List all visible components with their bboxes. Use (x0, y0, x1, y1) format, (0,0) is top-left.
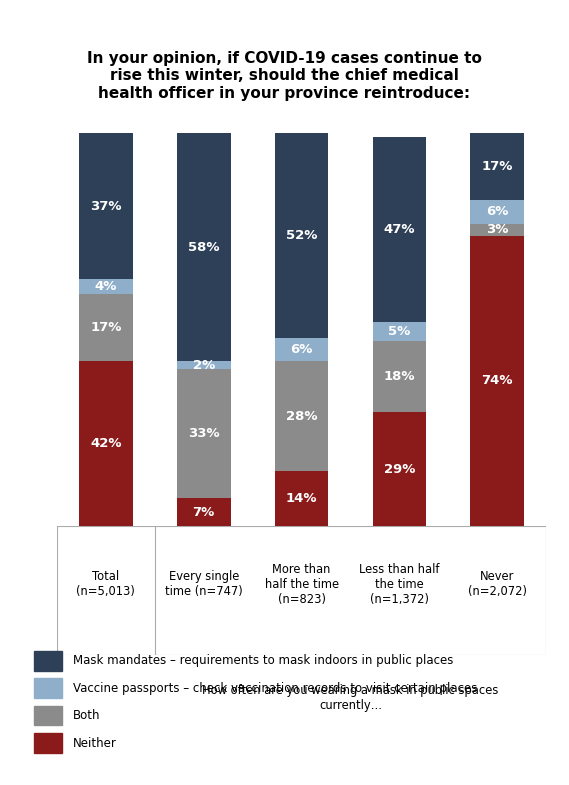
Bar (275, 338, 328, 361)
Bar (177, 498, 230, 526)
Text: 28%: 28% (286, 410, 318, 422)
Text: 2%: 2% (192, 359, 215, 371)
Text: More than
half the time
(n=823): More than half the time (n=823) (265, 563, 339, 606)
Bar (79, 361, 133, 526)
Text: 47%: 47% (384, 223, 415, 236)
Bar (34, 706, 63, 725)
Bar (373, 341, 426, 412)
Text: 5%: 5% (388, 325, 411, 338)
Text: Neither: Neither (73, 736, 117, 750)
Bar (471, 200, 524, 224)
Text: 18%: 18% (384, 371, 415, 383)
Bar (275, 133, 328, 338)
Text: 29%: 29% (384, 462, 415, 476)
Text: Never
(n=2,072): Never (n=2,072) (468, 570, 527, 598)
Bar (373, 137, 426, 322)
Bar (275, 361, 328, 471)
Text: 58%: 58% (188, 241, 220, 254)
Bar (79, 279, 133, 294)
Text: Both: Both (73, 709, 100, 722)
Text: 37%: 37% (90, 199, 122, 213)
Text: Less than half
the time
(n=1,372): Less than half the time (n=1,372) (359, 563, 440, 606)
Text: 42%: 42% (90, 437, 122, 450)
Bar (373, 412, 426, 526)
Text: Vaccine passports – check vaccination records to visit certain places: Vaccine passports – check vaccination re… (73, 681, 477, 695)
Text: 14%: 14% (286, 492, 318, 505)
Bar (177, 133, 230, 361)
Text: Total
(n=5,013): Total (n=5,013) (76, 570, 135, 598)
Bar (34, 651, 63, 670)
Text: 17%: 17% (481, 160, 513, 173)
Bar (34, 733, 63, 753)
Bar (177, 361, 230, 369)
Text: 74%: 74% (481, 374, 513, 387)
Text: 6%: 6% (486, 206, 509, 218)
Bar (471, 133, 524, 200)
Text: 3%: 3% (486, 223, 509, 236)
Bar (79, 294, 133, 361)
Text: 52%: 52% (286, 229, 318, 242)
Text: 7%: 7% (192, 506, 215, 519)
Bar (471, 224, 524, 236)
Text: 17%: 17% (90, 321, 122, 334)
Text: Every single
time (n=747): Every single time (n=747) (165, 570, 242, 598)
Bar (177, 369, 230, 498)
Bar (79, 133, 133, 279)
Text: In your opinion, if COVID-19 cases continue to
rise this winter, should the chie: In your opinion, if COVID-19 cases conti… (87, 51, 482, 100)
Text: 33%: 33% (188, 427, 220, 440)
Bar (34, 678, 63, 698)
Bar (275, 471, 328, 526)
Bar (373, 322, 426, 341)
Text: 4%: 4% (94, 280, 117, 293)
Text: Mask mandates – requirements to mask indoors in public places: Mask mandates – requirements to mask ind… (73, 654, 453, 667)
Bar (471, 236, 524, 526)
Text: 6%: 6% (290, 343, 313, 356)
Text: How often are you wearing a mask in public spaces
currently…: How often are you wearing a mask in publ… (203, 684, 498, 712)
